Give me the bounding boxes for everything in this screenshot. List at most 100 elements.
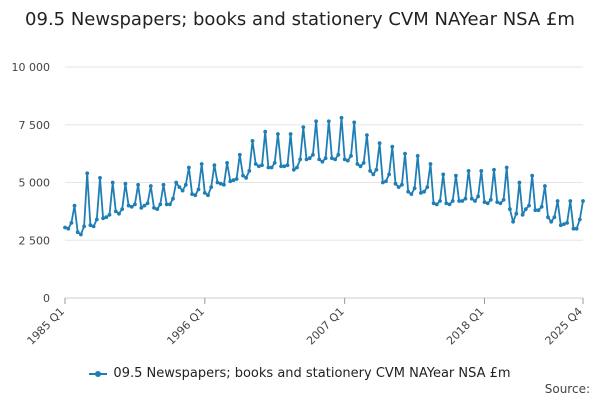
data-point xyxy=(409,192,414,197)
data-point xyxy=(276,132,280,136)
y-tick-label: 2 500 xyxy=(19,234,51,247)
data-point xyxy=(546,215,550,220)
data-point xyxy=(171,196,175,201)
data-point xyxy=(317,157,322,162)
data-point xyxy=(231,178,236,183)
data-point xyxy=(323,156,328,161)
data-point xyxy=(419,191,423,195)
data-point xyxy=(450,199,455,203)
data-point xyxy=(345,158,350,163)
data-point xyxy=(72,203,77,208)
data-point xyxy=(466,169,471,173)
data-point xyxy=(473,199,477,203)
data-point xyxy=(536,208,541,213)
data-point xyxy=(574,226,579,231)
data-point xyxy=(206,193,210,198)
x-tick-label: 2025 Q4 xyxy=(543,305,586,348)
data-point xyxy=(152,206,156,210)
data-point xyxy=(158,202,163,207)
data-point xyxy=(199,162,204,166)
data-point xyxy=(333,157,337,162)
data-point xyxy=(342,157,347,162)
data-point xyxy=(336,152,341,157)
data-point xyxy=(457,199,461,203)
data-point xyxy=(88,223,93,228)
data-point xyxy=(222,182,226,187)
data-point xyxy=(79,232,83,237)
data-point xyxy=(355,162,360,166)
data-point xyxy=(212,163,217,168)
data-point xyxy=(136,182,141,187)
data-point xyxy=(168,202,172,207)
data-point xyxy=(400,182,404,187)
data-point xyxy=(180,188,185,193)
data-point xyxy=(434,202,439,207)
data-point xyxy=(91,224,96,229)
legend-label: 09.5 Newspapers; books and stationery CV… xyxy=(113,366,511,381)
data-point xyxy=(422,189,426,194)
data-point xyxy=(174,180,179,185)
data-point xyxy=(85,171,90,176)
legend[interactable]: 09.5 Newspapers; books and stationery CV… xyxy=(0,366,600,381)
data-point xyxy=(511,219,515,224)
data-point xyxy=(571,226,576,231)
data-point xyxy=(533,208,538,213)
data-point xyxy=(539,204,544,209)
data-point xyxy=(485,201,490,206)
data-point xyxy=(438,199,442,203)
data-point xyxy=(247,169,252,173)
data-point xyxy=(358,164,363,169)
data-point xyxy=(498,201,503,206)
data-point xyxy=(549,219,554,224)
data-point xyxy=(488,197,493,202)
data-point xyxy=(66,226,71,231)
data-point xyxy=(581,199,585,203)
data-point xyxy=(447,202,452,207)
data-point xyxy=(98,176,102,180)
data-point xyxy=(508,207,512,212)
data-point xyxy=(530,173,535,178)
data-point xyxy=(543,184,547,188)
data-point xyxy=(304,157,309,162)
series-line xyxy=(64,116,584,236)
data-point xyxy=(69,221,74,225)
data-point xyxy=(444,201,449,206)
data-point xyxy=(263,129,268,134)
y-axis: 0 2 500 5 000 7 500 10 000 xyxy=(12,61,51,305)
data-point xyxy=(371,172,376,177)
data-point xyxy=(215,180,220,185)
data-point xyxy=(272,161,277,165)
data-point xyxy=(501,197,506,202)
data-point xyxy=(504,165,509,170)
data-point xyxy=(253,162,258,166)
data-point xyxy=(492,167,496,172)
data-point xyxy=(320,159,325,164)
data-point xyxy=(244,176,249,180)
data-point xyxy=(148,184,153,188)
data-point xyxy=(469,196,474,201)
data-point xyxy=(298,157,303,162)
data-point xyxy=(380,180,385,185)
data-point xyxy=(562,222,566,227)
data-point xyxy=(482,200,487,205)
data-point xyxy=(431,201,436,206)
series-group xyxy=(63,115,585,237)
data-point xyxy=(266,165,271,170)
data-point xyxy=(393,181,398,186)
data-point xyxy=(307,156,312,161)
y-tick-label: 10 000 xyxy=(12,61,51,74)
data-point xyxy=(326,119,331,124)
data-point xyxy=(368,169,372,173)
data-point xyxy=(113,209,118,214)
data-point xyxy=(406,189,411,194)
x-tick-label: 2007 Q1 xyxy=(304,305,347,348)
data-point xyxy=(291,167,296,172)
data-point xyxy=(234,177,239,181)
data-point xyxy=(123,181,128,186)
data-point xyxy=(454,173,458,178)
data-point xyxy=(75,230,80,235)
data-point xyxy=(330,156,334,161)
data-point xyxy=(196,187,201,192)
y-tick-label: 0 xyxy=(43,292,50,305)
